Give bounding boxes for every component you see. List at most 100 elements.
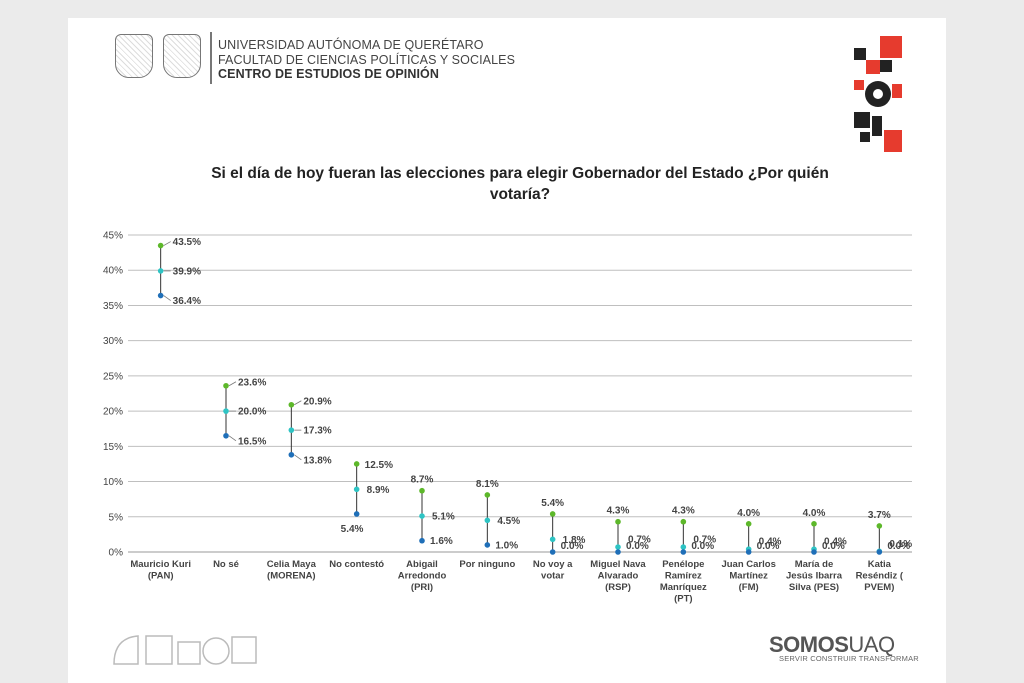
data-label: 0.0% bbox=[691, 541, 714, 552]
y-tick-label: 45% bbox=[103, 231, 123, 242]
footer-shapes-logo bbox=[113, 635, 257, 665]
label-leader bbox=[294, 454, 302, 461]
data-point bbox=[549, 549, 556, 555]
label-leader bbox=[163, 295, 171, 301]
data-label: 17.3% bbox=[303, 426, 331, 437]
data-point bbox=[288, 427, 295, 433]
x-category-label: Penélope bbox=[662, 559, 704, 570]
institution-header: UNIVERSIDAD AUTÓNOMA DE QUERÉTARO FACULT… bbox=[218, 38, 515, 82]
data-label: 3.7% bbox=[868, 510, 891, 521]
x-category-label: Silva (PES) bbox=[789, 582, 839, 593]
x-category-label: (PRI) bbox=[411, 582, 433, 593]
x-category-label: No contestó bbox=[329, 559, 384, 570]
data-point bbox=[353, 511, 360, 517]
x-category-label: Ramírez bbox=[665, 571, 702, 582]
data-point bbox=[419, 513, 425, 519]
x-category-label: No voy a bbox=[533, 559, 573, 570]
data-label: 5.4% bbox=[341, 524, 364, 535]
data-point bbox=[223, 408, 229, 414]
data-label: 1.8% bbox=[563, 535, 586, 546]
data-point bbox=[484, 517, 491, 524]
data-label: 8.7% bbox=[411, 475, 434, 486]
data-point bbox=[223, 382, 229, 389]
data-label: 4.0% bbox=[803, 508, 826, 519]
x-category-label: (RSP) bbox=[605, 582, 631, 593]
data-point bbox=[876, 549, 883, 555]
data-point bbox=[876, 523, 883, 529]
data-point bbox=[484, 492, 491, 498]
data-point bbox=[157, 292, 164, 299]
data-point bbox=[353, 486, 360, 493]
data-point bbox=[484, 542, 491, 548]
x-category-label: PVEM) bbox=[864, 582, 894, 593]
data-point bbox=[157, 242, 164, 249]
university-name: UNIVERSIDAD AUTÓNOMA DE QUERÉTARO bbox=[218, 38, 484, 52]
data-point bbox=[615, 549, 621, 555]
data-label: 20.0% bbox=[238, 407, 266, 418]
y-tick-label: 30% bbox=[103, 336, 123, 347]
brand-tagline: SERVIR CONSTRUIR TRANSFORMAR bbox=[779, 654, 919, 663]
data-label: 0.4% bbox=[759, 537, 782, 548]
report-page bbox=[68, 18, 946, 683]
center-name: CENTRO DE ESTUDIOS DE OPINIÓN bbox=[218, 67, 439, 81]
x-category-label: (PT) bbox=[674, 594, 692, 605]
x-category-label: Jesús Ibarra bbox=[786, 571, 843, 582]
x-category-label: (PAN) bbox=[148, 571, 174, 582]
data-label: 4.3% bbox=[672, 506, 695, 517]
label-leader bbox=[163, 241, 171, 246]
data-label: 0.0% bbox=[757, 541, 780, 552]
data-point bbox=[615, 518, 621, 525]
y-tick-label: 40% bbox=[103, 266, 123, 277]
data-point bbox=[157, 268, 164, 274]
data-label: 23.6% bbox=[238, 377, 266, 388]
somos-uaq-brand: SOMOSUAQ bbox=[769, 632, 895, 658]
y-tick-label: 35% bbox=[103, 301, 123, 312]
data-label: 0.4% bbox=[824, 537, 847, 548]
data-label: 8.9% bbox=[367, 485, 390, 496]
data-label: 4.0% bbox=[737, 508, 760, 519]
x-category-label: Por ninguno bbox=[459, 559, 515, 570]
data-point bbox=[419, 537, 425, 544]
x-category-label: votar bbox=[541, 571, 565, 582]
x-category-label: (FM) bbox=[739, 582, 759, 593]
data-label: 20.9% bbox=[303, 396, 331, 407]
data-point bbox=[680, 549, 687, 555]
faculty-seal-logo bbox=[163, 34, 201, 78]
data-point bbox=[811, 521, 817, 527]
data-label: 43.5% bbox=[173, 237, 201, 248]
uaq-seal-logo bbox=[115, 34, 153, 78]
x-category-label: Juan Carlos bbox=[721, 559, 775, 570]
x-category-label: Martínez bbox=[729, 571, 768, 582]
data-point bbox=[811, 549, 817, 555]
data-label: 0.0% bbox=[626, 541, 649, 552]
data-label: 36.4% bbox=[173, 296, 201, 307]
data-point bbox=[419, 487, 425, 494]
data-label: 1.6% bbox=[430, 536, 453, 547]
x-category-label: No sé bbox=[213, 559, 239, 570]
data-label: 0.7% bbox=[693, 535, 716, 546]
y-tick-label: 15% bbox=[103, 442, 123, 453]
data-point bbox=[353, 461, 360, 467]
data-label: 0.1% bbox=[889, 539, 912, 550]
x-category-label: Arredondo bbox=[398, 571, 447, 582]
data-label: 16.5% bbox=[238, 436, 266, 447]
x-category-label: Miguel Nava bbox=[590, 559, 646, 570]
data-point bbox=[745, 549, 752, 555]
x-category-label: Abigail bbox=[406, 559, 438, 570]
label-leader bbox=[228, 435, 237, 442]
data-point bbox=[680, 518, 687, 525]
data-label: 8.1% bbox=[476, 479, 499, 490]
data-point bbox=[288, 401, 295, 408]
label-leader bbox=[228, 381, 237, 387]
data-label: 4.3% bbox=[607, 506, 630, 517]
x-category-label: (MORENA) bbox=[267, 571, 316, 582]
data-point bbox=[549, 511, 556, 517]
x-category-label: Manríquez bbox=[660, 582, 707, 593]
data-label: 0.0% bbox=[887, 541, 910, 552]
data-label: 0.0% bbox=[822, 541, 845, 552]
university-seals bbox=[115, 34, 205, 80]
x-category-label: Alvarado bbox=[598, 571, 639, 582]
data-point bbox=[223, 432, 229, 439]
data-point bbox=[549, 536, 556, 543]
data-label: 13.8% bbox=[303, 455, 331, 466]
